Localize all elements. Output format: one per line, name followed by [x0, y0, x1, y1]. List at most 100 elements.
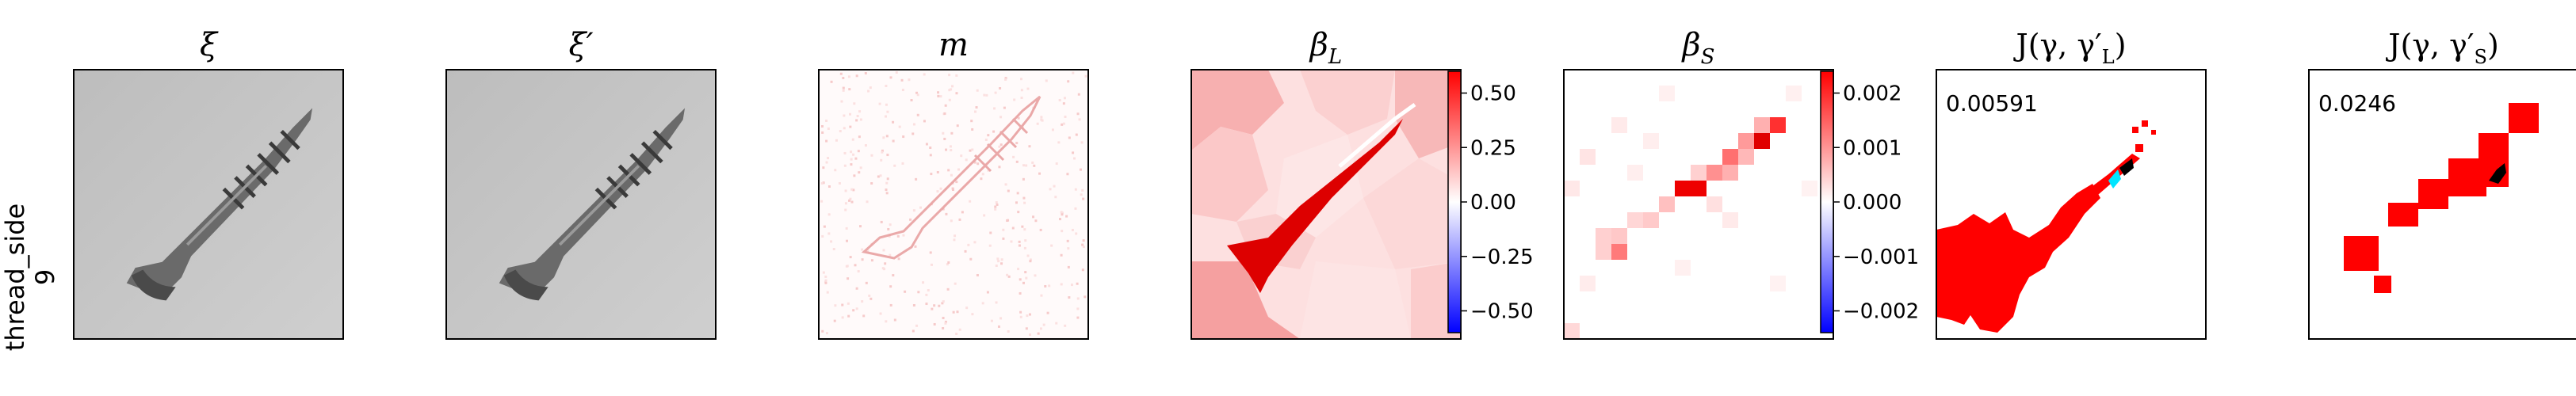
- mask-speckle: [847, 302, 850, 305]
- mask-speckle: [958, 328, 961, 331]
- mask-speckle: [922, 281, 925, 284]
- mask-speckle: [1013, 98, 1016, 101]
- mask-speckle: [869, 86, 872, 89]
- mask-speckle: [1055, 162, 1058, 166]
- mask-speckle: [1072, 151, 1075, 154]
- mask-speckle: [915, 324, 919, 327]
- mask-speckle: [1074, 188, 1077, 191]
- heatmap-cell: [1643, 212, 1659, 228]
- mask-speckle: [947, 169, 950, 172]
- mask-speckle: [1050, 244, 1053, 247]
- mask-speckle: [912, 132, 915, 135]
- mask-speckle: [850, 188, 854, 191]
- row-label-line2: 9: [30, 269, 60, 285]
- mask-speckle: [1082, 239, 1085, 242]
- mask-speckle: [946, 263, 949, 266]
- mask-speckle: [881, 149, 884, 152]
- mask-speckle: [1058, 99, 1061, 102]
- mask-speckle: [1057, 141, 1061, 144]
- mask-speckle: [824, 281, 827, 284]
- panel-xi-prime-image: [445, 69, 717, 340]
- mask-speckle: [885, 135, 889, 138]
- mask-speckle: [885, 320, 888, 323]
- mask-speckle: [1084, 295, 1087, 299]
- row-label-line1: thread_side: [0, 204, 30, 351]
- mask-speckle: [1017, 268, 1020, 271]
- mask-speckle: [1022, 177, 1025, 181]
- mask-speckle: [887, 227, 890, 230]
- mask-speckle: [1044, 284, 1047, 287]
- mask-speckle: [994, 205, 997, 208]
- mask-speckle: [970, 120, 973, 123]
- mask-speckle: [955, 92, 958, 95]
- mask-speckle: [1002, 237, 1005, 240]
- mask-speckle: [889, 76, 892, 79]
- mask-speckle: [1072, 71, 1075, 74]
- mask-speckle: [1034, 274, 1037, 277]
- mask-speckle: [1066, 239, 1069, 242]
- mask-speckle: [1075, 133, 1078, 136]
- mask-speckle: [889, 253, 892, 257]
- mask-speckle: [980, 177, 983, 181]
- mask-speckle: [996, 203, 999, 206]
- heatmap-cell: [1802, 181, 1817, 196]
- mask-speckle: [953, 238, 956, 242]
- mask-speckle: [881, 267, 885, 270]
- mask-speckle: [869, 297, 873, 300]
- mask-speckle: [998, 166, 1001, 169]
- mask-speckle: [936, 170, 939, 173]
- colorbar-tick-label: 0.00: [1470, 191, 1516, 215]
- mask-speckle: [1024, 239, 1027, 242]
- mask-speckle: [912, 209, 915, 212]
- mask-speckle: [1019, 278, 1022, 281]
- mask-speckle: [825, 332, 828, 335]
- mask-speckle: [842, 86, 845, 89]
- mask-speckle: [994, 91, 997, 94]
- mask-speckle: [848, 199, 851, 202]
- mask-speckle: [995, 301, 998, 304]
- panel-title-m: m: [938, 27, 969, 63]
- mask-speckle: [867, 89, 870, 93]
- mask-speckle: [1076, 297, 1080, 300]
- mask-speckle: [1025, 164, 1028, 167]
- mask-speckle: [1071, 228, 1074, 231]
- mask-speckle: [820, 200, 824, 203]
- panel-xi-image: [73, 69, 344, 340]
- panel-j-s-map: 0.0246: [2308, 69, 2576, 340]
- mask-speckle: [889, 285, 892, 288]
- mask-speckle: [1049, 188, 1052, 191]
- mask-speckle: [888, 234, 891, 238]
- mask-speckle: [976, 89, 979, 92]
- heatmap-cell: [1754, 133, 1770, 149]
- heatmap-cell: [1770, 117, 1786, 133]
- mask-speckle: [850, 200, 854, 204]
- mask-speckle: [955, 74, 958, 77]
- mask-speckle: [855, 307, 858, 310]
- mask-speckle: [896, 234, 900, 238]
- mask-speckle: [946, 287, 950, 291]
- mask-speckle: [925, 293, 928, 296]
- colorbar-beta-l: 0.50 0.25 0.00 −0.25 −0.50: [1447, 70, 1534, 333]
- mask-speckle: [880, 158, 883, 162]
- mask-speckle: [864, 144, 867, 147]
- mask-speckle: [1012, 155, 1015, 158]
- mask-speckle: [824, 279, 827, 282]
- mask-speckle: [975, 106, 978, 109]
- mask-speckle: [1039, 228, 1042, 231]
- mask-speckle: [955, 181, 958, 184]
- mask-speckle: [1061, 213, 1064, 216]
- mask-speckle: [954, 234, 957, 238]
- mask-speckle: [1060, 283, 1063, 286]
- score-j-s: 0.0246: [2318, 90, 2396, 116]
- mask-speckle: [984, 139, 988, 142]
- mask-speckle: [1054, 196, 1057, 199]
- mask-speckle: [969, 149, 972, 152]
- mask-speckle: [945, 212, 948, 215]
- mask-speckle: [839, 72, 843, 75]
- mask-speckle: [1023, 246, 1026, 249]
- heatmap-cell: [1722, 149, 1738, 165]
- mask-speckle: [1020, 89, 1023, 92]
- mask-speckle: [826, 291, 829, 294]
- mask-speckle: [885, 188, 888, 192]
- heatmap-cell: [1659, 86, 1675, 101]
